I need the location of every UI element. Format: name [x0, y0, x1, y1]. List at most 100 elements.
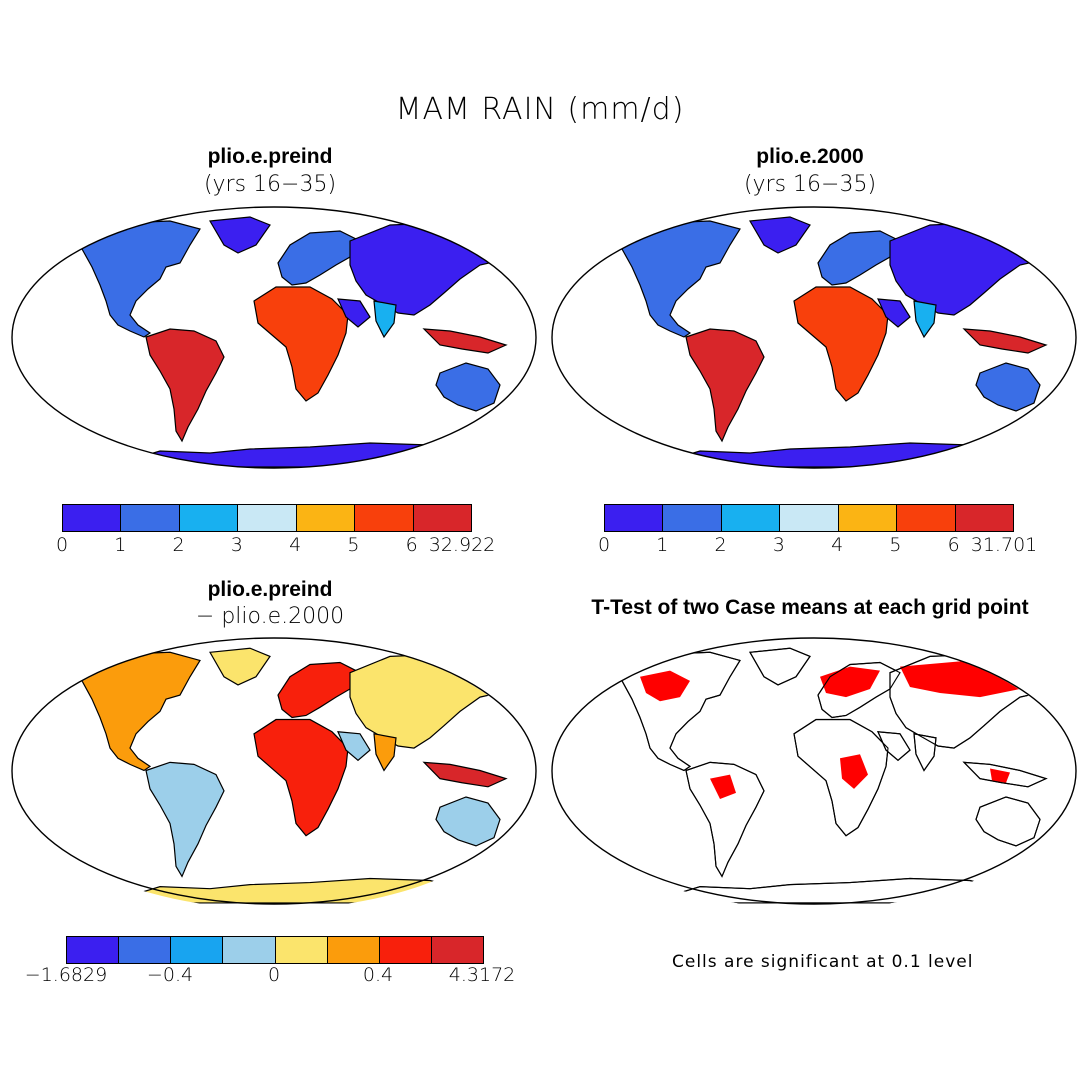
colorbar-tick-label: 3	[230, 534, 243, 556]
map-frame	[551, 206, 1077, 469]
landmass-namerica	[71, 220, 201, 338]
colorbar-swatch	[296, 505, 356, 531]
map-frame	[11, 206, 537, 469]
coastline-indonesia	[962, 761, 1048, 788]
colorbar-swatch	[897, 505, 956, 531]
panel1-title: plio.e.preind	[207, 145, 333, 168]
landmass-india	[373, 300, 397, 339]
panel2-colorbar	[604, 504, 1014, 532]
significance-note: Cells are significant at 0.1 level	[672, 952, 974, 972]
colorbar-swatch	[179, 505, 239, 531]
colorbar-tick-label: 31.701	[970, 534, 1038, 556]
colorbar-swatch	[721, 505, 781, 531]
panel2-title: plio.e.2000	[756, 145, 864, 168]
colorbar-tick-label: 0	[267, 964, 281, 986]
colorbar-swatch	[63, 505, 122, 531]
coastline-arabia	[877, 731, 911, 762]
landmass-samerica	[685, 328, 765, 443]
panel2-subtitle: (yrs 16−35)	[743, 172, 877, 197]
coastline-africa	[793, 718, 889, 837]
significant-cells	[840, 754, 868, 789]
landmass-namerica	[611, 220, 741, 338]
landmass-antarctica	[109, 877, 472, 904]
colorbar-tick-label: 2	[714, 534, 727, 556]
landmass-australia	[435, 362, 501, 412]
colorbar-tick-label: 5	[347, 534, 360, 556]
landmass-greenland	[749, 216, 811, 254]
colorbar-swatch	[327, 937, 380, 963]
colorbar-swatch	[413, 505, 471, 531]
colorbar-swatch	[275, 937, 328, 963]
land-layer	[611, 647, 1051, 904]
landmass-arabia	[877, 298, 911, 328]
colorbar-tick-label: 1	[114, 534, 127, 556]
landmass-namerica	[611, 651, 741, 772]
landmass-africa	[253, 718, 349, 837]
colorbar-tick-label: 0	[55, 534, 69, 556]
landmass-australia	[975, 362, 1041, 412]
colorbar-swatch	[223, 937, 276, 963]
landmass-australia	[975, 796, 1041, 847]
landmass-africa	[793, 718, 889, 837]
colorbar-swatch	[663, 505, 722, 531]
colorbar-swatch	[838, 505, 898, 531]
significant-cells	[990, 768, 1010, 783]
landmass-europe	[277, 661, 361, 719]
colorbar-tick-label: 4	[831, 534, 844, 556]
significant-cells	[640, 670, 690, 702]
landmass-indonesia	[962, 328, 1048, 354]
coastline-india	[913, 733, 937, 772]
landmass-samerica	[145, 761, 225, 878]
panel3-map	[11, 637, 537, 905]
colorbar-swatch	[780, 505, 839, 531]
landmass-australia	[435, 796, 501, 847]
colorbar-tick-label: 4.3172	[448, 964, 516, 986]
coastline-antarctica	[649, 877, 1012, 904]
significant-cells	[710, 774, 736, 800]
colorbar-swatch	[119, 937, 172, 963]
colorbar-tick-label: 5	[889, 534, 902, 556]
colorbar-tick-label: 3	[772, 534, 785, 556]
panel1-colorbar	[62, 504, 472, 532]
panel2-map	[551, 206, 1077, 469]
map-frame	[11, 637, 537, 905]
colorbar-swatch	[67, 937, 120, 963]
coastline-australia	[975, 796, 1041, 847]
landmass-arabia	[337, 731, 371, 762]
land-layer	[71, 216, 511, 468]
panel4-map	[551, 637, 1077, 905]
coastline-europe	[817, 661, 901, 719]
panel1-map	[11, 206, 537, 469]
panel1-subtitle: (yrs 16−35)	[203, 172, 337, 197]
coastline-samerica	[685, 761, 765, 878]
colorbar-swatch	[355, 505, 414, 531]
landmass-arabia	[337, 298, 371, 328]
colorbar-swatch	[121, 505, 180, 531]
landmass-samerica	[145, 328, 225, 443]
map-frame	[551, 637, 1077, 905]
colorbar-swatch	[238, 505, 297, 531]
landmass-africa	[253, 286, 349, 402]
colorbar-tick-label: 2	[172, 534, 185, 556]
land-layer	[611, 216, 1051, 468]
colorbar-tick-label: 4	[289, 534, 302, 556]
colorbar-tick-label: 0.4	[362, 964, 394, 986]
landmass-greenland	[749, 647, 811, 686]
landmass-namerica	[71, 651, 201, 772]
landmass-india	[913, 300, 937, 339]
colorbar-tick-label: 6	[405, 534, 418, 556]
colorbar-swatch	[379, 937, 432, 963]
land-layer	[71, 647, 511, 904]
panel3-subtitle: − plio.e.2000	[195, 604, 345, 629]
panel3-colorbar	[66, 936, 484, 964]
coastline-namerica	[611, 651, 741, 772]
colorbar-tick-label: 1	[656, 534, 669, 556]
colorbar-tick-label: −1.6829	[24, 964, 108, 986]
colorbar-tick-label: 32.922	[428, 534, 496, 556]
colorbar-swatch	[605, 505, 664, 531]
colorbar-swatch	[955, 505, 1013, 531]
landmass-india	[373, 733, 397, 772]
landmass-indonesia	[422, 761, 508, 788]
colorbar-swatch	[431, 937, 483, 963]
colorbar-tick-label: −0.4	[146, 964, 194, 986]
